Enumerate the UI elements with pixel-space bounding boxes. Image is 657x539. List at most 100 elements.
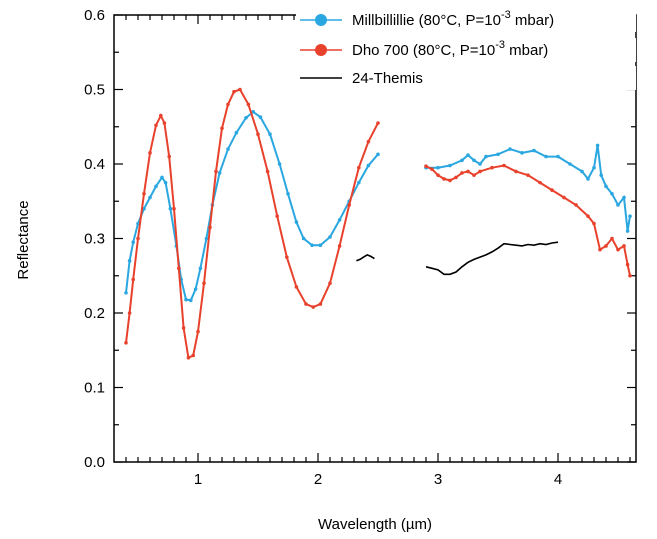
data-point <box>258 115 263 119</box>
data-point <box>124 291 128 295</box>
data-point <box>550 188 554 192</box>
data-point <box>622 244 626 248</box>
data-point <box>337 244 342 248</box>
data-point <box>484 154 488 159</box>
data-point <box>246 102 251 107</box>
data-point <box>376 121 380 125</box>
legend-swatch-marker <box>315 44 327 56</box>
data-point <box>301 236 306 241</box>
data-point <box>502 163 506 168</box>
data-point <box>478 169 482 174</box>
series-line <box>125 88 379 360</box>
series-line <box>426 145 631 232</box>
data-point <box>460 158 464 163</box>
data-point <box>286 192 290 196</box>
data-point <box>162 121 167 125</box>
data-point <box>238 87 242 92</box>
y-tick-label: 0.4 <box>84 156 105 173</box>
data-point <box>496 152 500 157</box>
y-tick-label: 0.3 <box>84 231 105 248</box>
data-point <box>318 302 323 306</box>
x-tick-label: 4 <box>554 471 562 488</box>
data-point <box>580 169 584 174</box>
data-point <box>136 236 140 241</box>
data-point <box>220 126 224 131</box>
data-point <box>204 236 209 241</box>
data-point <box>214 169 218 174</box>
data-point <box>478 162 482 166</box>
data-point <box>595 143 600 148</box>
data-point <box>148 195 152 200</box>
data-point <box>163 180 168 185</box>
legend: Millbillillie (80°C, P=10-3 mbar) Dho 700… <box>296 8 636 90</box>
data-point <box>436 165 440 170</box>
data-point <box>538 180 542 185</box>
data-point <box>625 262 630 267</box>
data-point <box>304 302 308 306</box>
legend-swatch-marker <box>315 14 327 26</box>
data-point <box>366 139 371 144</box>
data-point <box>357 165 361 170</box>
data-point <box>208 225 212 230</box>
data-point <box>520 151 524 155</box>
data-point <box>277 162 282 166</box>
data-point <box>275 214 280 218</box>
data-point <box>154 184 158 189</box>
data-point <box>159 113 163 118</box>
legend-item: 24-Themis <box>296 66 636 90</box>
data-point <box>616 247 620 252</box>
y-tick-label: 0.6 <box>84 7 105 24</box>
data-point <box>508 147 512 151</box>
data-point <box>148 151 152 155</box>
data-point <box>622 195 626 200</box>
data-point <box>592 165 596 170</box>
data-point <box>177 266 181 271</box>
data-point <box>625 229 630 233</box>
data-point <box>544 154 548 159</box>
legend-label: Dho 700 (80°C, P=10-3 mbar) <box>352 39 548 59</box>
y-axis-title: Reflectance <box>15 200 32 279</box>
data-point <box>131 240 135 245</box>
data-point <box>347 203 352 207</box>
data-point <box>562 195 566 200</box>
data-point <box>311 305 316 309</box>
axis-tick-labels: 1 2 3 4 0.0 0.1 0.2 0.3 0.4 0.5 0.6 <box>84 7 562 488</box>
data-point <box>265 169 270 174</box>
data-point <box>193 287 198 291</box>
data-point <box>556 154 560 159</box>
data-point <box>181 326 186 330</box>
legend-bg <box>296 8 636 32</box>
series-line <box>425 241 559 276</box>
data-point <box>430 167 434 172</box>
x-tick-label: 2 <box>314 471 322 488</box>
data-point <box>628 273 632 278</box>
series-layer <box>124 87 632 360</box>
data-point <box>610 192 614 196</box>
data-point <box>448 163 452 168</box>
data-point <box>604 184 608 189</box>
data-point <box>466 169 470 174</box>
data-point <box>285 255 289 259</box>
data-point <box>198 266 203 271</box>
data-point <box>532 148 536 153</box>
data-point <box>337 218 342 222</box>
data-point <box>454 175 458 180</box>
data-point <box>466 153 470 157</box>
data-point <box>592 221 596 226</box>
data-point <box>217 171 222 175</box>
data-point <box>599 173 603 177</box>
data-point <box>244 116 248 120</box>
data-point <box>460 171 464 175</box>
data-point <box>186 355 191 360</box>
data-point <box>424 164 428 169</box>
data-point <box>168 206 173 211</box>
data-point <box>167 154 171 159</box>
x-tick-label: 3 <box>434 471 442 488</box>
legend-label: 24-Themis <box>352 70 423 87</box>
series-line <box>125 110 379 302</box>
y-tick-label: 0.5 <box>84 82 105 99</box>
series-0 <box>124 110 632 303</box>
data-point <box>172 206 176 211</box>
data-point <box>294 220 299 224</box>
series-line <box>356 254 375 262</box>
